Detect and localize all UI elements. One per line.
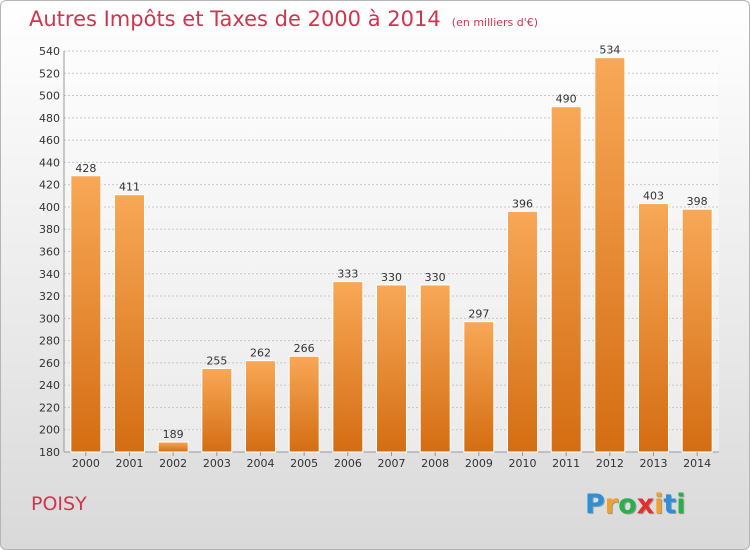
y-tick-label: 200	[39, 424, 60, 437]
data-label: 266	[294, 342, 315, 355]
x-tick-label: 2003	[203, 457, 231, 470]
y-tick-label: 240	[39, 379, 60, 392]
x-tick-label: 2013	[640, 457, 668, 470]
x-tick-label: 2008	[421, 457, 449, 470]
chart-title: Autres Impôts et Taxes de 2000 à 2014 (e…	[29, 7, 538, 31]
x-tick-label: 2014	[683, 457, 711, 470]
y-tick-label: 220	[39, 401, 60, 414]
data-label: 297	[468, 308, 489, 321]
bar	[638, 203, 669, 453]
data-label: 403	[643, 190, 664, 203]
y-tick-label: 440	[39, 156, 60, 169]
bar	[201, 367, 233, 453]
data-label: 398	[687, 195, 708, 208]
x-tick-label: 2011	[552, 457, 580, 470]
bar	[507, 210, 538, 453]
x-tick-label: 2004	[247, 457, 275, 470]
x-tick-label: 2007	[378, 457, 406, 470]
y-tick-label: 360	[39, 246, 60, 259]
proxiti-logo: Proxiti	[585, 489, 686, 520]
data-label: 262	[250, 347, 271, 360]
bar	[245, 360, 276, 453]
logo-letter: i	[676, 489, 686, 520]
logo-letter: P	[585, 489, 605, 520]
x-tick-label: 2009	[465, 457, 493, 470]
bar	[157, 441, 189, 453]
y-tick-label: 500	[39, 90, 60, 103]
bar	[550, 106, 582, 453]
chart-title-unit: (en milliers d'€)	[451, 16, 539, 29]
y-tick-label: 340	[39, 268, 60, 281]
x-tick-label: 2006	[334, 457, 362, 470]
place-name: POISY	[31, 493, 87, 515]
y-tick-label: 300	[39, 312, 60, 325]
bar	[70, 175, 102, 453]
data-label: 189	[163, 428, 184, 441]
data-label: 333	[337, 268, 358, 281]
data-label: 534	[599, 44, 620, 57]
y-tick-label: 180	[39, 446, 60, 459]
x-tick-label: 2000	[72, 457, 100, 470]
y-tick-label: 460	[39, 134, 60, 147]
x-tick-label: 2010	[509, 457, 537, 470]
bar	[419, 284, 451, 453]
bar	[463, 321, 495, 453]
y-tick-label: 540	[39, 45, 60, 58]
bar	[114, 194, 145, 453]
y-tick-label: 420	[39, 179, 60, 192]
data-label: 428	[75, 162, 96, 175]
bar	[594, 57, 626, 453]
y-tick-label: 320	[39, 290, 60, 303]
bar	[332, 281, 364, 453]
y-tick-label: 480	[39, 112, 60, 125]
data-label: 396	[512, 197, 533, 210]
y-tick-label: 280	[39, 335, 60, 348]
y-tick-label: 260	[39, 357, 60, 370]
bar	[681, 208, 713, 453]
data-label: 330	[425, 271, 446, 284]
data-label: 411	[119, 181, 140, 194]
logo-letter: o	[618, 489, 637, 520]
x-tick-label: 2001	[116, 457, 144, 470]
y-tick-label: 380	[39, 223, 60, 236]
data-label: 490	[556, 93, 577, 106]
logo-letter: i	[654, 489, 664, 520]
logo-letter: x	[636, 489, 655, 520]
x-tick-label: 2012	[596, 457, 624, 470]
logo-letter: t	[663, 489, 677, 520]
bar	[376, 284, 407, 453]
bar	[288, 355, 320, 453]
logo-letter: r	[604, 489, 619, 520]
chart-title-main: Autres Impôts et Taxes de 2000 à 2014	[29, 7, 441, 31]
x-tick-label: 2005	[290, 457, 318, 470]
data-label: 255	[206, 354, 227, 367]
data-label: 330	[381, 271, 402, 284]
x-tick-label: 2002	[159, 457, 187, 470]
y-tick-label: 520	[39, 67, 60, 80]
y-tick-label: 400	[39, 201, 60, 214]
